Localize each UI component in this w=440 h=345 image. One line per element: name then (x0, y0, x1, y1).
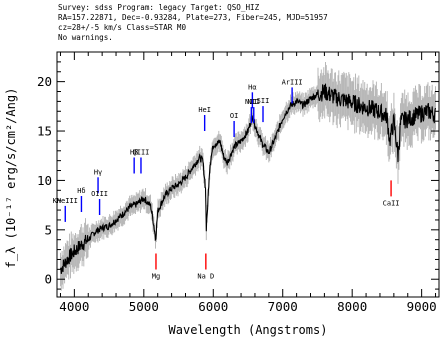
absorption-line-label: CaII (383, 199, 400, 207)
emission-line-label: OI (230, 112, 238, 120)
header-line-2: RA=157.22871, Dec=-0.93284, Plate=273, F… (58, 13, 328, 22)
x-tick-label: 5000 (129, 299, 159, 314)
spectral-line-markers: KNeIIIHδHγOIIIHβOIIIHeIOINIIHαNIISIIArII… (53, 78, 400, 280)
emission-line-label: Hδ (77, 187, 85, 195)
axis-ticks: 4000 5000 6000 7000 8000 9000 0 5 10 15 20 (37, 52, 439, 314)
emission-line-label: KNeIII (53, 197, 78, 205)
y-tick-label: 10 (37, 173, 52, 188)
emission-line-label: Hβ (130, 149, 138, 157)
y-tick-label: 5 (44, 222, 52, 237)
emission-line-label: Hγ (94, 168, 102, 176)
x-axis-title: Wavelength (Angstroms) (169, 323, 328, 337)
emission-line-label: NII (247, 98, 260, 106)
emission-line-label: SII (257, 97, 270, 105)
emission-line-label: OIII (133, 149, 150, 157)
emission-line-label: HeI (198, 106, 211, 114)
x-tick-label: 7000 (268, 299, 298, 314)
x-tick-label: 9000 (407, 299, 437, 314)
x-tick-label: 6000 (198, 299, 228, 314)
emission-line-label: OIII (91, 190, 108, 198)
header-line-3: cz=28+/-5 km/s Class=STAR M0 (58, 23, 186, 32)
plot-frame (56, 51, 440, 298)
emission-line-label: Hα (248, 83, 256, 91)
spectrum-noise (60, 62, 436, 291)
spectrum-line (59, 83, 437, 274)
spectrum-series (59, 83, 437, 274)
emission-line-label: NII (245, 98, 258, 106)
y-axis-title: f_λ (10⁻¹⁷ erg/s/cm²/Ang) (4, 88, 18, 269)
absorption-line-label: Mg (152, 273, 160, 281)
header-line-1: Survey: sdss Program: legacy Target: QSO… (58, 3, 260, 12)
y-tick-label: 20 (37, 74, 52, 89)
x-tick-label: 8000 (337, 299, 367, 314)
header-line-4: No warnings. (58, 33, 113, 42)
x-tick-label: 4000 (59, 299, 89, 314)
emission-line-label: ArIII (282, 78, 303, 86)
y-tick-label: 15 (37, 124, 52, 139)
y-tick-label: 0 (44, 272, 52, 287)
absorption-line-label: Na D (197, 273, 214, 281)
